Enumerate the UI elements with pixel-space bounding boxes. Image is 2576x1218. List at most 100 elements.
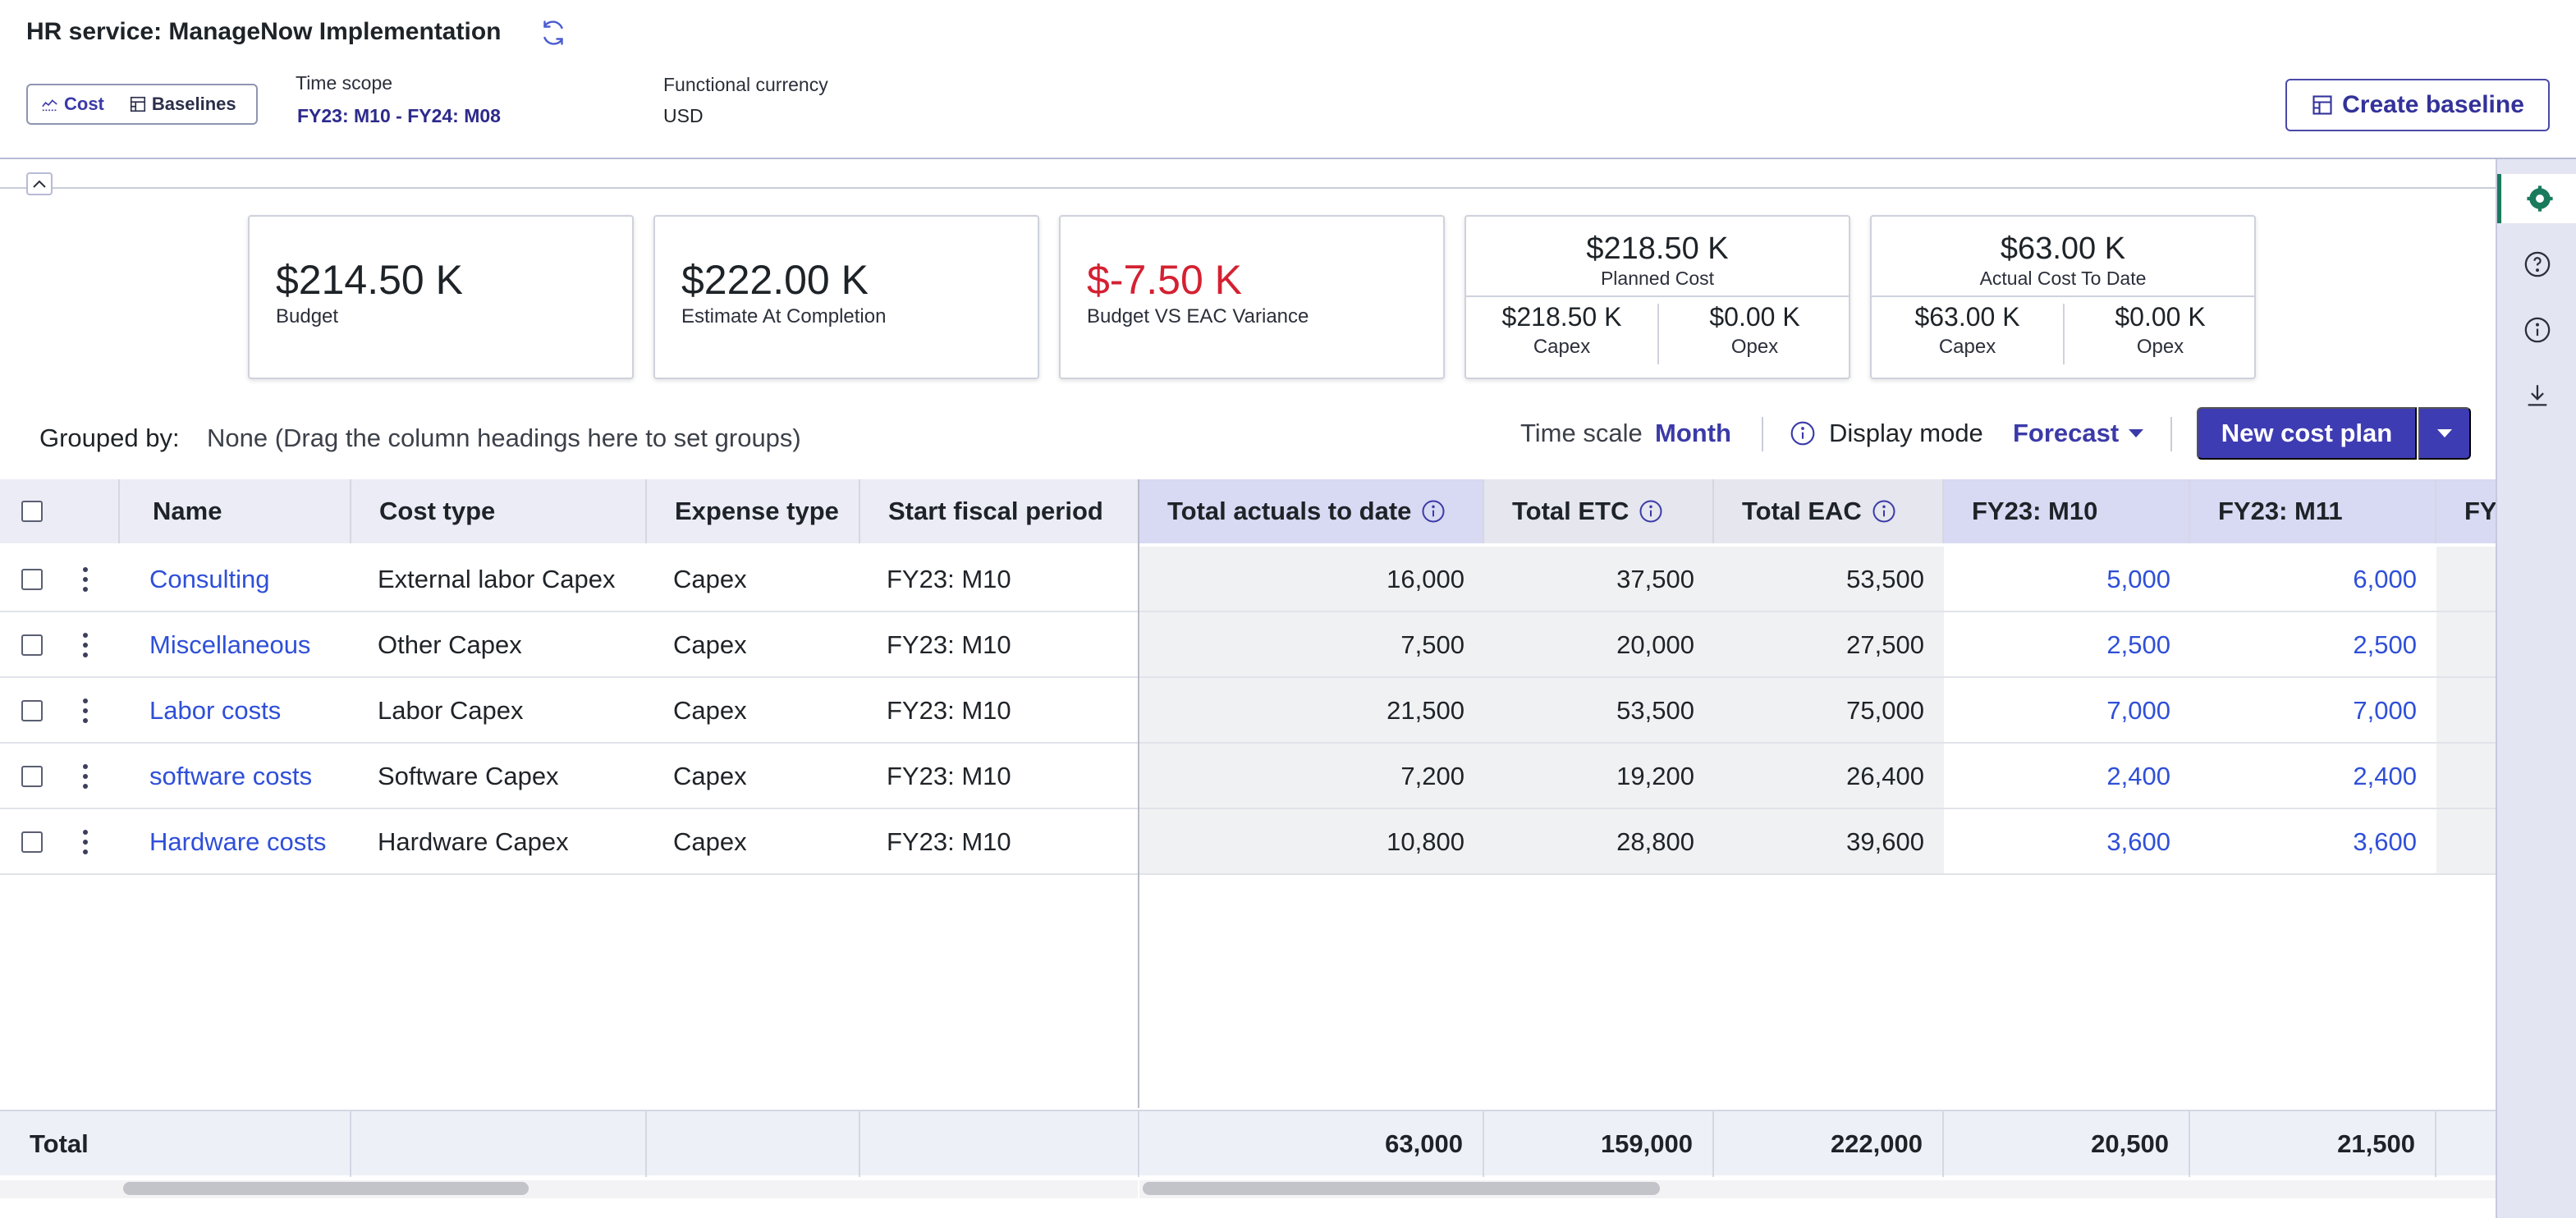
total-m10: 20,500	[1944, 1111, 2190, 1177]
display-mode-dropdown[interactable]: Forecast	[2013, 419, 2145, 448]
kebab-icon	[82, 830, 89, 854]
info-icon[interactable]	[1421, 499, 1446, 524]
column-header-etc-label: Total ETC	[1512, 497, 1629, 525]
cell-expense-type: Capex	[673, 696, 747, 725]
collapse-summary-button[interactable]	[26, 172, 53, 195]
column-header-m10[interactable]: FY23: M10	[1944, 479, 2190, 543]
column-header-cost-type[interactable]: Cost type	[351, 479, 647, 543]
cell-m11[interactable]: 2,500	[2353, 630, 2417, 659]
row-checkbox[interactable]	[21, 634, 43, 656]
column-header-etc[interactable]: Total ETC	[1484, 479, 1714, 543]
cell-name[interactable]: software costs	[149, 762, 313, 790]
total-empty-cell	[351, 1111, 647, 1177]
cell-start-period: FY23: M10	[887, 696, 1011, 725]
new-cost-plan-button[interactable]: New cost plan	[2197, 407, 2417, 460]
cell-m11[interactable]: 3,600	[2353, 827, 2417, 856]
right-pane-scroll-thumb[interactable]	[1143, 1182, 1660, 1195]
cell-etc: 28,800	[1484, 809, 1714, 875]
table-row[interactable]: software costs Software Capex Capex FY23: M…	[0, 744, 2496, 809]
total-row: Total 63,000 159,000 222,000 20,500 21,5…	[0, 1110, 2496, 1177]
row-actions-menu[interactable]	[77, 612, 94, 678]
collapse-divider	[0, 187, 2496, 189]
row-checkbox-cell	[21, 744, 54, 809]
cell-name[interactable]: Consulting	[149, 565, 270, 593]
baselines-icon	[130, 96, 145, 112]
planned-opex: $0.00 K Opex	[1659, 302, 1850, 359]
grid-header-row: Name Cost type Expense type Start fiscal…	[0, 479, 2496, 543]
new-cost-plan-menu-button[interactable]	[2418, 407, 2471, 460]
rail-settings[interactable]	[2497, 174, 2576, 223]
time-scale-selector[interactable]: Month	[1655, 419, 1731, 447]
row-checkbox[interactable]	[21, 831, 43, 853]
refresh-icon[interactable]	[539, 18, 568, 48]
cost-toggle-button[interactable]: Cost	[33, 89, 112, 120]
create-baseline-button[interactable]: Create baseline	[2285, 79, 2550, 131]
card-divider	[1466, 295, 1849, 297]
info-icon[interactable]	[1872, 499, 1896, 524]
cell-m11[interactable]: 7,000	[2353, 696, 2417, 725]
cell-start-period: FY23: M10	[887, 630, 1011, 659]
cell-m10[interactable]: 5,000	[2106, 565, 2170, 593]
display-mode-info-icon[interactable]	[1790, 420, 1816, 446]
cell-eac: 53,500	[1714, 547, 1944, 612]
cell-m11[interactable]: 6,000	[2353, 565, 2417, 593]
cell-cost-type: Software Capex	[378, 762, 559, 790]
column-header-eac[interactable]: Total EAC	[1714, 479, 1944, 543]
table-row[interactable]: Consulting External labor Capex Capex FY23:…	[0, 547, 2496, 612]
actual-capex: $63.00 K Capex	[1872, 302, 2063, 359]
cell-start-period: FY23: M10	[887, 827, 1011, 856]
table-row[interactable]: Labor costs Labor Capex Capex FY23: M10 21,5…	[0, 678, 2496, 744]
cell-m11[interactable]: 2,400	[2353, 762, 2417, 790]
cell-name[interactable]: Miscellaneous	[149, 630, 311, 659]
planned-opex-value: $0.00 K	[1709, 302, 1800, 332]
time-scale-label: Time scale	[1520, 419, 1643, 447]
cell-expense-type: Capex	[673, 630, 747, 659]
row-actions-menu[interactable]	[77, 678, 94, 744]
group-drop-zone[interactable]: None (Drag the column headings here to s…	[207, 424, 801, 452]
planned-capex-label: Capex	[1533, 336, 1591, 358]
cell-name[interactable]: Labor costs	[149, 696, 282, 725]
cell-m10[interactable]: 7,000	[2106, 696, 2170, 725]
rail-help[interactable]	[2497, 240, 2576, 289]
actual-opex-value: $0.00 K	[2115, 302, 2206, 332]
planned-cost-card: $218.50 K Planned Cost $218.50 K Capex $…	[1464, 215, 1850, 379]
left-pane-scroll-thumb[interactable]	[123, 1182, 529, 1195]
row-actions-menu[interactable]	[77, 547, 94, 612]
time-scope-label: Time scope	[296, 72, 393, 94]
row-actions-menu[interactable]	[77, 744, 94, 809]
planned-capex-value: $218.50 K	[1501, 302, 1622, 332]
total-empty-cell	[647, 1111, 860, 1177]
caret-down-icon	[2437, 429, 2452, 437]
column-header-m11[interactable]: FY23: M11	[2190, 479, 2436, 543]
table-row[interactable]: Miscellaneous Other Capex Capex FY23: M10 7,…	[0, 612, 2496, 678]
rail-info[interactable]	[2497, 305, 2576, 355]
column-header-name[interactable]: Name	[120, 479, 351, 543]
row-checkbox[interactable]	[21, 569, 43, 590]
row-actions-menu[interactable]	[77, 809, 94, 875]
info-icon[interactable]	[1639, 499, 1663, 524]
cell-m10[interactable]: 2,400	[2106, 762, 2170, 790]
column-header-m10-label: FY23: M10	[1972, 497, 2098, 525]
cell-name[interactable]: Hardware costs	[149, 827, 327, 856]
column-header-start-period[interactable]: Start fiscal period	[860, 479, 1139, 543]
frozen-pane-divider	[1138, 479, 1139, 1108]
cell-m10[interactable]: 2,500	[2106, 630, 2170, 659]
total-actuals: 63,000	[1139, 1111, 1484, 1177]
cell-eac: 39,600	[1714, 809, 1944, 875]
cell-m10[interactable]: 3,600	[2106, 827, 2170, 856]
column-header-expense-type[interactable]: Expense type	[647, 479, 860, 543]
select-all-checkbox[interactable]	[21, 501, 43, 522]
cell-expense-type: Capex	[673, 565, 747, 593]
time-scope-value[interactable]: FY23: M10 - FY24: M08	[297, 105, 501, 126]
cell-expense-type: Capex	[673, 827, 747, 856]
baseline-table-icon	[2312, 95, 2332, 115]
row-checkbox[interactable]	[21, 766, 43, 787]
table-row[interactable]: Hardware costs Hardware Capex Capex FY23: M…	[0, 809, 2496, 875]
column-header-actuals[interactable]: Total actuals to date	[1139, 479, 1484, 543]
row-checkbox[interactable]	[21, 700, 43, 721]
actual-capex-value: $63.00 K	[1914, 302, 2020, 332]
rail-download[interactable]	[2497, 371, 2576, 420]
column-header-next[interactable]: FY	[2436, 479, 2496, 543]
baselines-toggle-button[interactable]: Baselines	[121, 89, 245, 120]
column-header-expense-type-label: Expense type	[675, 497, 839, 525]
